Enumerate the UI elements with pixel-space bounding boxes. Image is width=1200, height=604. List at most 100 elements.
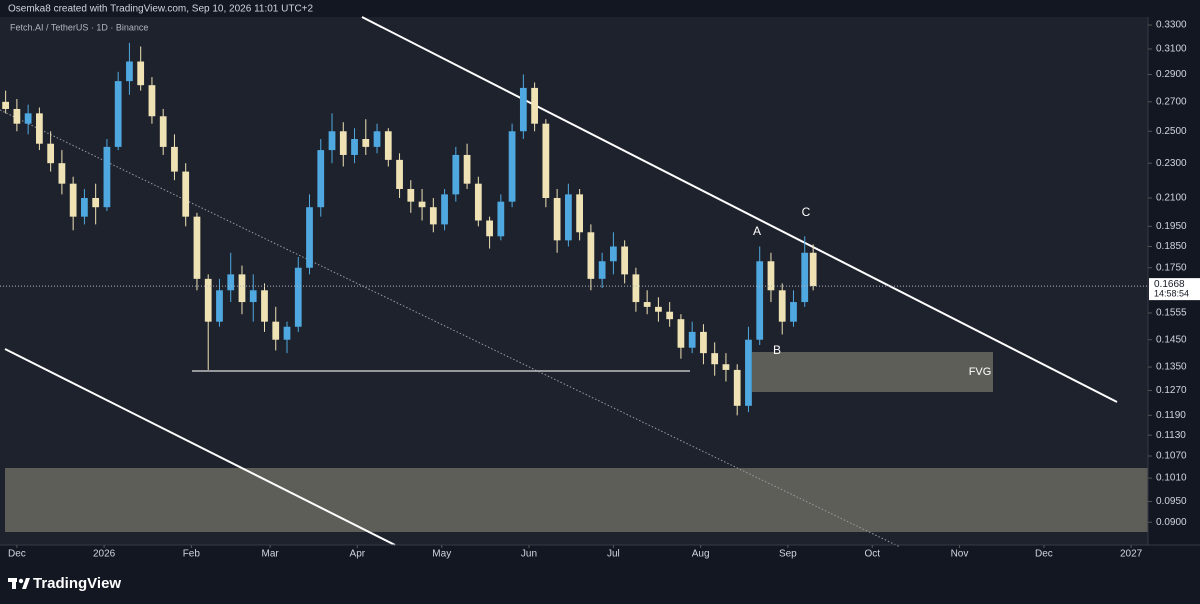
candle-body [429,207,437,225]
y-tick-label: 0.1270 [1156,385,1187,396]
drawings [0,16,1148,548]
annotation: C [802,205,811,219]
countdown: 14:58:54 [1154,289,1189,299]
y-tick-label: 0.1070 [1156,451,1187,462]
y-tick-label: 0.1130 [1156,430,1186,441]
candle-body [553,197,561,241]
header: Osemka8 created with TradingView.com, Se… [8,4,314,15]
candle-body [688,331,696,348]
candle-body [621,246,629,275]
upper-channel-line [361,16,1118,403]
candle-body [407,188,415,202]
candle-body [137,61,145,86]
x-tick-label: Nov [951,549,969,560]
candle-body [69,183,77,217]
candle-body [745,339,752,406]
candle-body [272,321,280,340]
candle-body [632,274,640,303]
mid-channel-line [0,109,901,548]
candle-body [474,183,482,221]
candle-body [801,252,809,303]
candle-body [36,113,43,144]
x-tick-label: Oct [864,549,880,560]
candle-body [700,331,707,354]
zone [5,468,1148,532]
x-tick-label: Jun [521,549,537,560]
candle-body [204,278,212,322]
candle-body [373,131,381,147]
candle-body [778,290,786,322]
y-tick-label: 0.2900 [1156,69,1187,80]
y-tick-label: 0.1190 [1156,410,1186,421]
candle-body [351,139,358,155]
candle-body [24,113,32,124]
candle-body [159,116,167,147]
y-tick-label: 0.2500 [1156,126,1187,137]
y-tick-label: 0.1750 [1156,262,1187,273]
y-tick-label: 0.1555 [1156,308,1187,319]
y-tick-label: 0.2100 [1156,193,1187,204]
candle-body [47,143,55,164]
y-tick-label: 0.1350 [1156,362,1187,373]
annotation: FVG [969,366,992,378]
candle-body [103,146,111,208]
candle-body [711,353,719,365]
candle-body [182,171,190,217]
logo: TradingView [8,575,121,592]
annotation: A [753,224,761,238]
candle-body [193,216,201,279]
candle-body [486,220,493,237]
candle-body [497,201,505,237]
candles [2,42,817,416]
x-tick-label: Aug [692,549,710,560]
x-tick-label: Dec [8,549,26,560]
candle-body [767,261,775,291]
candle-body [790,302,797,322]
candle-body [362,139,370,147]
fvg-zone [752,352,993,392]
x-tick-label: Apr [350,549,366,560]
y-tick-label: 0.3100 [1156,44,1187,55]
candle-body [216,290,223,322]
candle-body [227,274,235,291]
candle-body [508,131,516,202]
x-tick-label: May [432,549,451,560]
candle-body [542,123,550,198]
candle-body [531,87,538,124]
x-tick-label: 2026 [93,549,116,560]
candle-body [452,154,460,195]
candle-body [519,87,527,132]
x-tick-label: Mar [262,549,280,560]
candle-body [598,261,606,279]
candle-body [587,232,595,279]
candle-body [148,85,156,117]
candle-body [2,101,10,109]
candle-body [677,319,685,348]
candle-body [441,194,448,225]
y-tick-label: 0.1010 [1156,473,1187,484]
candle-body [809,252,817,287]
x-tick-label: Jul [607,549,620,560]
candle-body [81,197,88,217]
candle-body [564,194,572,241]
candle-body [171,146,178,172]
candle-body [610,246,617,262]
candle-body [463,154,471,184]
y-tick-label: 0.1450 [1156,334,1187,345]
candle-body [722,364,730,370]
x-tick-label: Feb [183,549,201,560]
last-price-box [1149,278,1200,301]
candle-body [384,131,392,160]
candle-body [317,150,325,208]
y-tick-label: 0.0900 [1156,517,1187,528]
lower-channel-line [4,348,396,546]
candle-body [294,267,302,327]
candle-body [92,197,100,208]
candle-body [339,131,347,155]
candle-body [418,201,426,208]
candle-body [666,311,674,320]
candle-body [306,207,313,268]
candle-body [249,290,257,303]
